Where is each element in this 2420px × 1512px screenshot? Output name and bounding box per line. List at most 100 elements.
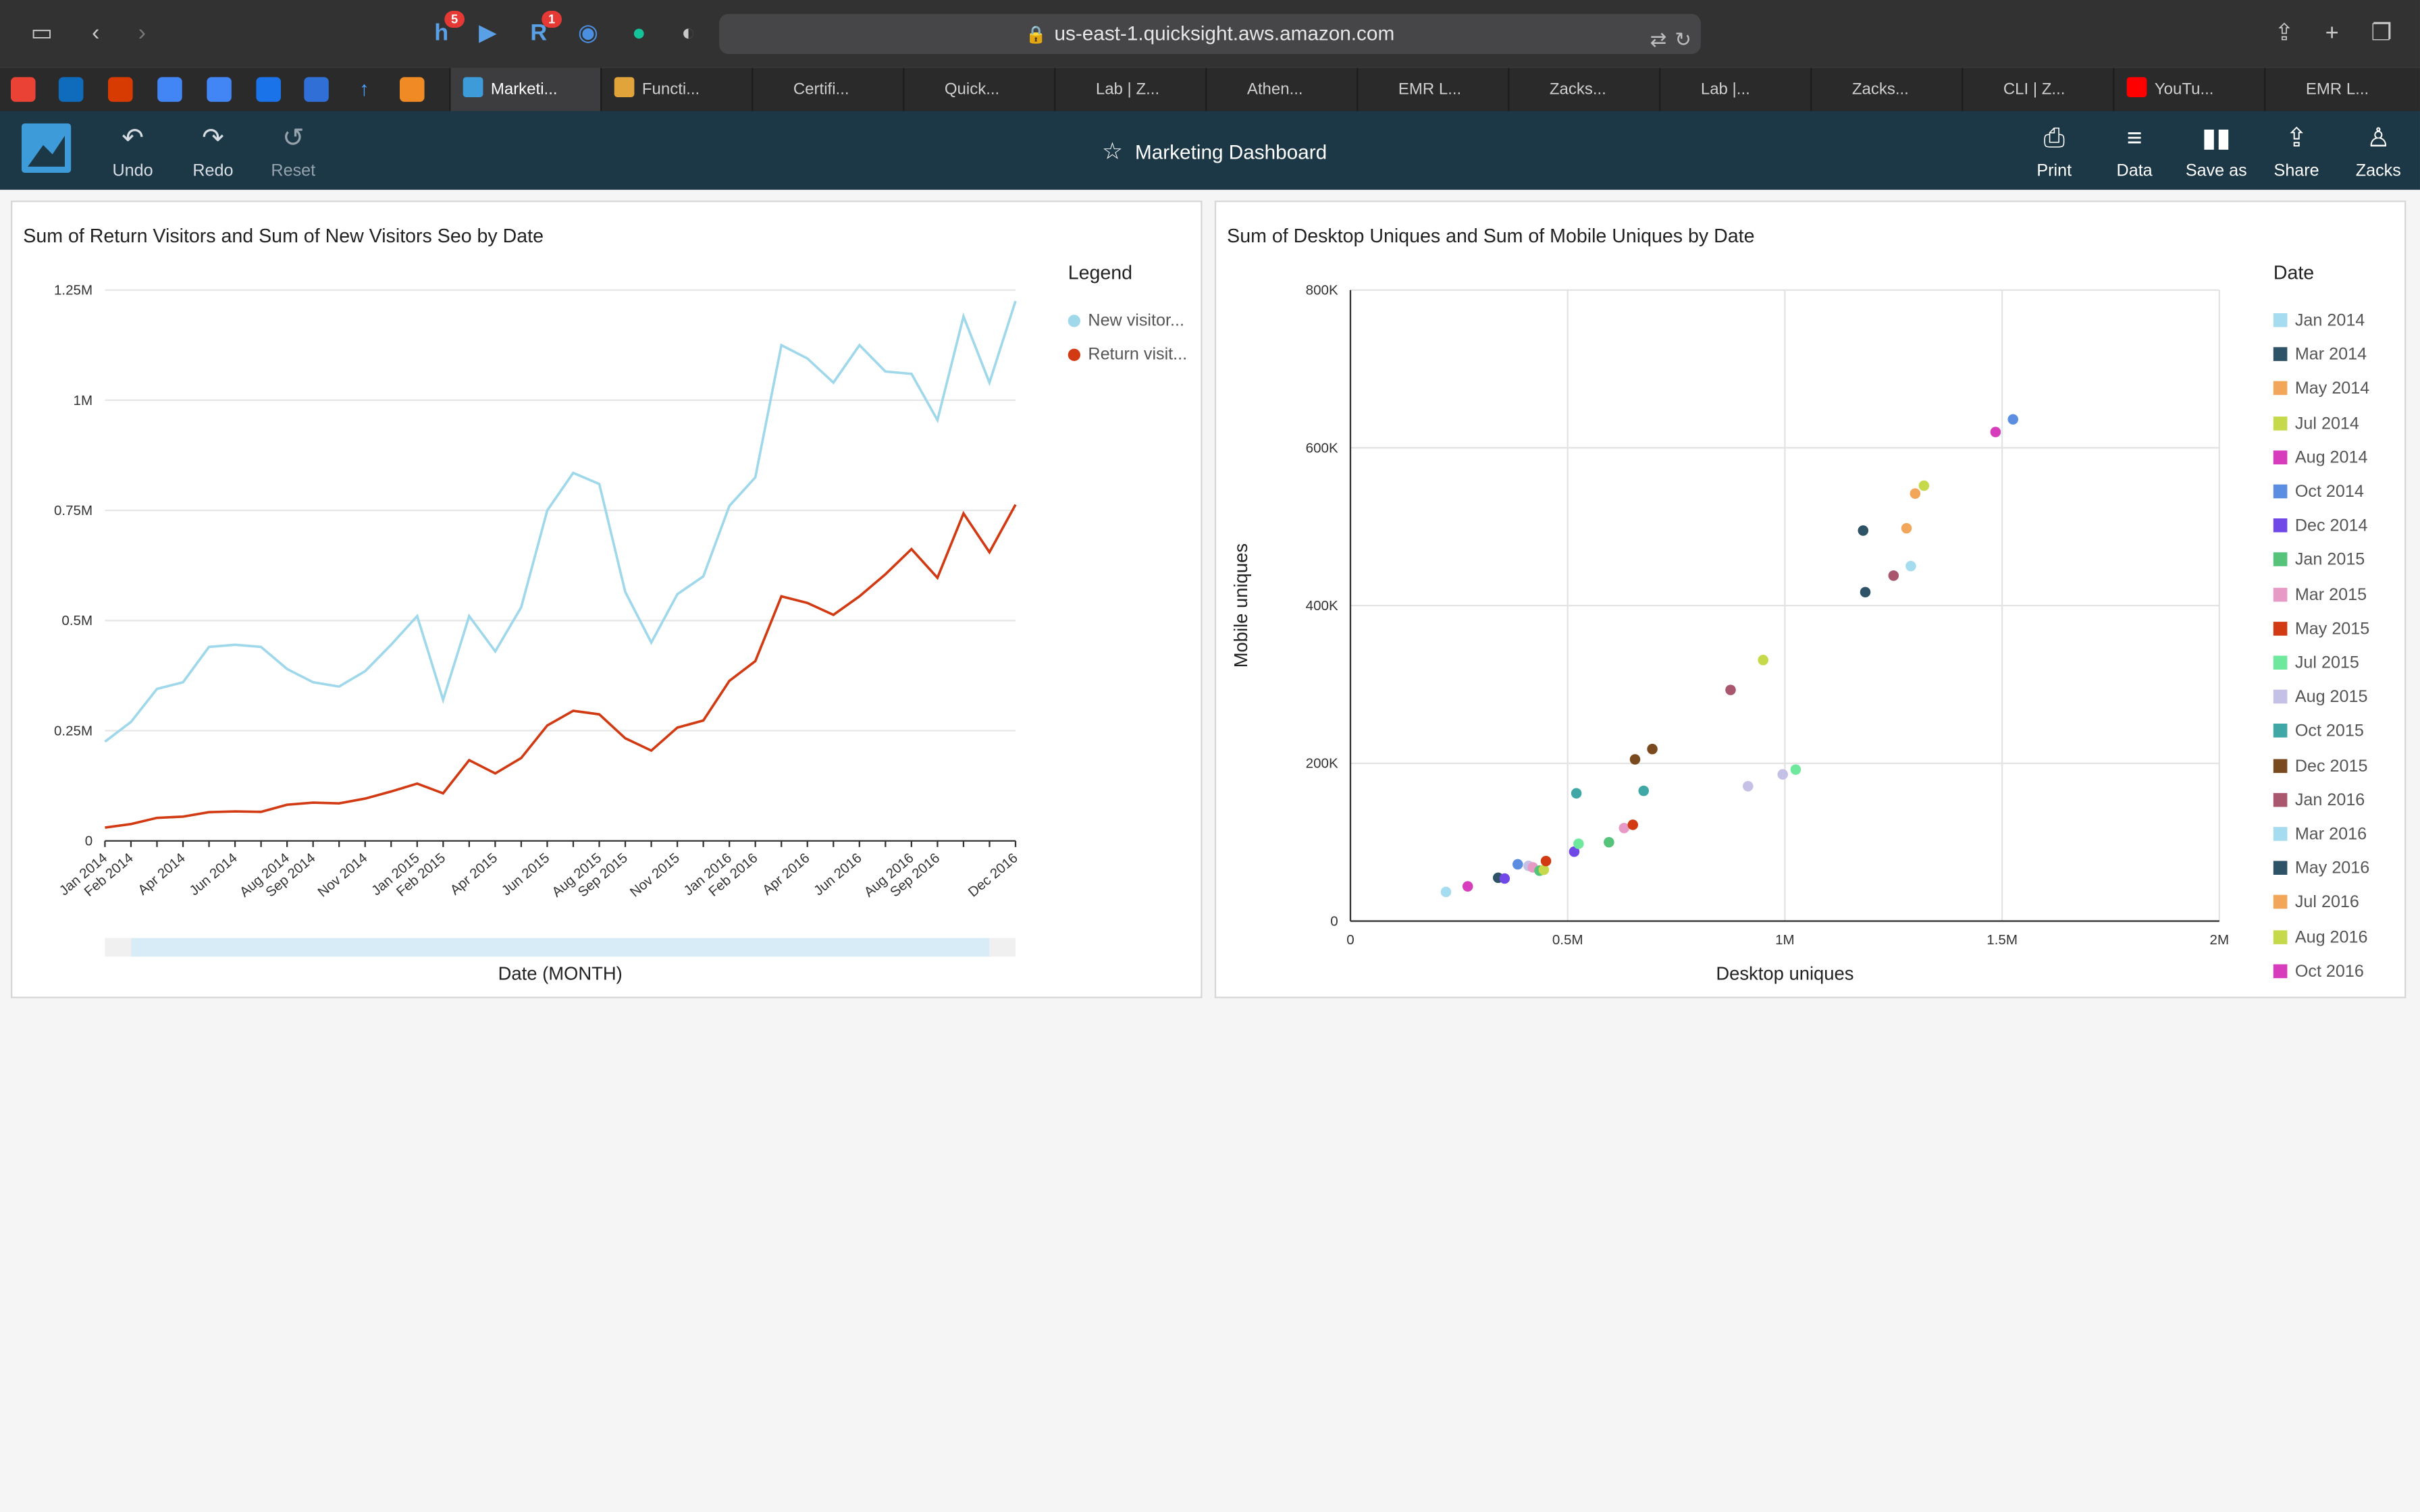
tab-marketing[interactable]: Marketi...: [449, 68, 601, 111]
sidebar-toggle-icon[interactable]: ▭: [30, 20, 53, 47]
x-tick-label: Jun 2016: [811, 850, 865, 898]
tab-zacks-2[interactable]: Zacks...: [1810, 68, 1962, 111]
quicksight-logo[interactable]: [21, 123, 72, 173]
tab-zacks[interactable]: Zacks...: [1508, 68, 1659, 111]
legend-item[interactable]: Mar 2015: [2273, 586, 2367, 604]
scatter-point: [1647, 743, 1658, 755]
legend-item[interactable]: Jan 2014: [2273, 312, 2365, 330]
print-button[interactable]: ⎙ Print: [2031, 124, 2078, 181]
legend-label: Mar 2016: [2294, 825, 2367, 844]
arrow-pinned-tab-icon[interactable]: ↑: [352, 77, 377, 102]
x-tick-label: 2M: [2210, 932, 2230, 948]
redo-button[interactable]: ↷ Redo: [192, 123, 234, 181]
x-tick-label: Nov 2014: [315, 850, 370, 900]
legend-label: Mar 2015: [2294, 585, 2367, 605]
tab-lab-z[interactable]: Lab | Z...: [1054, 68, 1205, 111]
scatter-point: [1858, 525, 1869, 536]
scatter-point: [1901, 522, 1912, 534]
share-page-icon[interactable]: ⇪: [2274, 20, 2294, 47]
legend-swatch: [2273, 929, 2288, 944]
media-extension-icon[interactable]: ▶: [479, 20, 497, 47]
legend-item[interactable]: Mar 2014: [2273, 346, 2367, 364]
tab-emr-2[interactable]: EMR L...: [2264, 68, 2420, 111]
legend-label: Dec 2014: [2294, 517, 2368, 536]
youtube-icon: [2126, 77, 2147, 97]
translate-icon[interactable]: ⇄: [1650, 28, 1667, 51]
address-bar[interactable]: 🔒 us-east-1.quicksight.aws.amazon.com ⇄ ↻: [719, 14, 1701, 54]
tab-overview-icon[interactable]: ❐: [2371, 20, 2392, 47]
tab-quick[interactable]: Quick...: [903, 68, 1054, 111]
legend-item[interactable]: Aug 2016: [2273, 928, 2368, 946]
tab-cli[interactable]: CLI | Z...: [1962, 68, 2113, 111]
honey-extension-icon[interactable]: h 5: [426, 10, 465, 49]
reset-button[interactable]: ↺ Reset: [271, 123, 316, 181]
y-tick-label: 0.25M: [54, 723, 93, 738]
blank-favicon-icon: [1370, 77, 1391, 97]
legend-item[interactable]: Oct 2016: [2273, 963, 2364, 981]
legend-item[interactable]: Jan 2015: [2273, 551, 2365, 570]
scatter-point: [2007, 414, 2019, 425]
legend-item[interactable]: Oct 2015: [2273, 723, 2364, 741]
legend-item-return-visitors[interactable]: Return visit...: [1068, 346, 1187, 364]
calculator-pinned-tab-icon[interactable]: [256, 77, 281, 102]
tab-functions[interactable]: Functi...: [600, 68, 752, 111]
translate-pinned-tab-icon[interactable]: [157, 77, 182, 102]
legend-item[interactable]: Aug 2014: [2273, 449, 2368, 467]
blank-favicon-icon: [1521, 77, 1542, 97]
forward-icon[interactable]: ›: [138, 20, 146, 47]
outlook-pinned-tab-icon[interactable]: [58, 77, 84, 102]
legend-item[interactable]: Jan 2016: [2273, 791, 2365, 810]
legend-item[interactable]: May 2016: [2273, 860, 2369, 878]
tab-emr[interactable]: EMR L...: [1357, 68, 1508, 111]
line-legend-title: Legend: [1068, 262, 1133, 284]
data-button[interactable]: ≡ Data: [2111, 124, 2158, 181]
reload-icon[interactable]: ↻: [1675, 28, 1692, 51]
r-extension-icon[interactable]: R 1: [523, 10, 562, 49]
password-manager-icon[interactable]: ◉: [577, 20, 598, 47]
office-pinned-tab-icon[interactable]: [107, 77, 133, 102]
new-tab-icon[interactable]: +: [2325, 20, 2339, 47]
undo-button[interactable]: ↶ Undo: [112, 123, 153, 181]
save-as-button[interactable]: ▮▮ Save as: [2182, 124, 2251, 181]
scatter-point: [1777, 769, 1788, 780]
x-tick-label: 1M: [1775, 932, 1795, 948]
tab-athena[interactable]: Athen...: [1205, 68, 1357, 111]
tab-lab[interactable]: Lab |...: [1659, 68, 1810, 111]
gmail-pinned-tab-icon[interactable]: [10, 77, 36, 102]
legend-item[interactable]: Dec 2014: [2273, 517, 2368, 536]
legend-item[interactable]: Aug 2015: [2273, 688, 2368, 707]
cube-pinned-tab-icon[interactable]: [399, 77, 425, 102]
legend-swatch: [2273, 827, 2288, 841]
back-icon[interactable]: ‹: [91, 20, 100, 47]
scatter-point: [1629, 754, 1641, 765]
legend-item[interactable]: Jul 2016: [2273, 894, 2359, 913]
y-tick-label: 0.5M: [61, 613, 93, 628]
legend-item-new-visitors[interactable]: New visitor...: [1068, 312, 1184, 330]
legend-item[interactable]: May 2014: [2273, 380, 2369, 399]
database-icon: ≡: [2126, 123, 2142, 153]
legend-item[interactable]: May 2015: [2273, 620, 2369, 639]
legend-swatch: [2273, 964, 2288, 978]
scatter-point: [1573, 838, 1584, 849]
shield-icon[interactable]: ◐: [681, 20, 695, 47]
user-menu-button[interactable]: ♙ Zacks: [2352, 124, 2404, 181]
legend-item[interactable]: Mar 2016: [2273, 826, 2367, 844]
tab-bar: ↑ Marketi... Functi... Certifi... Quick.…: [0, 68, 2420, 113]
scatter-chart-visual[interactable]: Sum of Desktop Uniques and Sum of Mobile…: [1214, 200, 2406, 998]
favorite-star-icon[interactable]: ☆: [1101, 138, 1123, 165]
app-pinned-tab-icon[interactable]: [304, 77, 329, 102]
legend-item[interactable]: Oct 2014: [2273, 483, 2364, 502]
legend-label: Jan 2015: [2294, 551, 2365, 570]
scatter-point: [1860, 587, 1871, 598]
line-chart-visual[interactable]: Sum of Return Visitors and Sum of New Vi…: [10, 200, 1203, 998]
legend-item[interactable]: Jul 2015: [2273, 654, 2359, 673]
translate2-pinned-tab-icon[interactable]: [207, 77, 232, 102]
zoom-scrollbar-thumb: [131, 938, 990, 957]
share-button[interactable]: ⇪ Share: [2272, 124, 2321, 181]
grammarly-icon[interactable]: ●: [631, 20, 646, 47]
tab-certifi[interactable]: Certifi...: [752, 68, 903, 111]
scatter-point: [1462, 881, 1473, 892]
legend-item[interactable]: Jul 2014: [2273, 414, 2359, 433]
tab-youtube[interactable]: YouTu...: [2113, 68, 2264, 111]
legend-item[interactable]: Dec 2015: [2273, 757, 2367, 776]
